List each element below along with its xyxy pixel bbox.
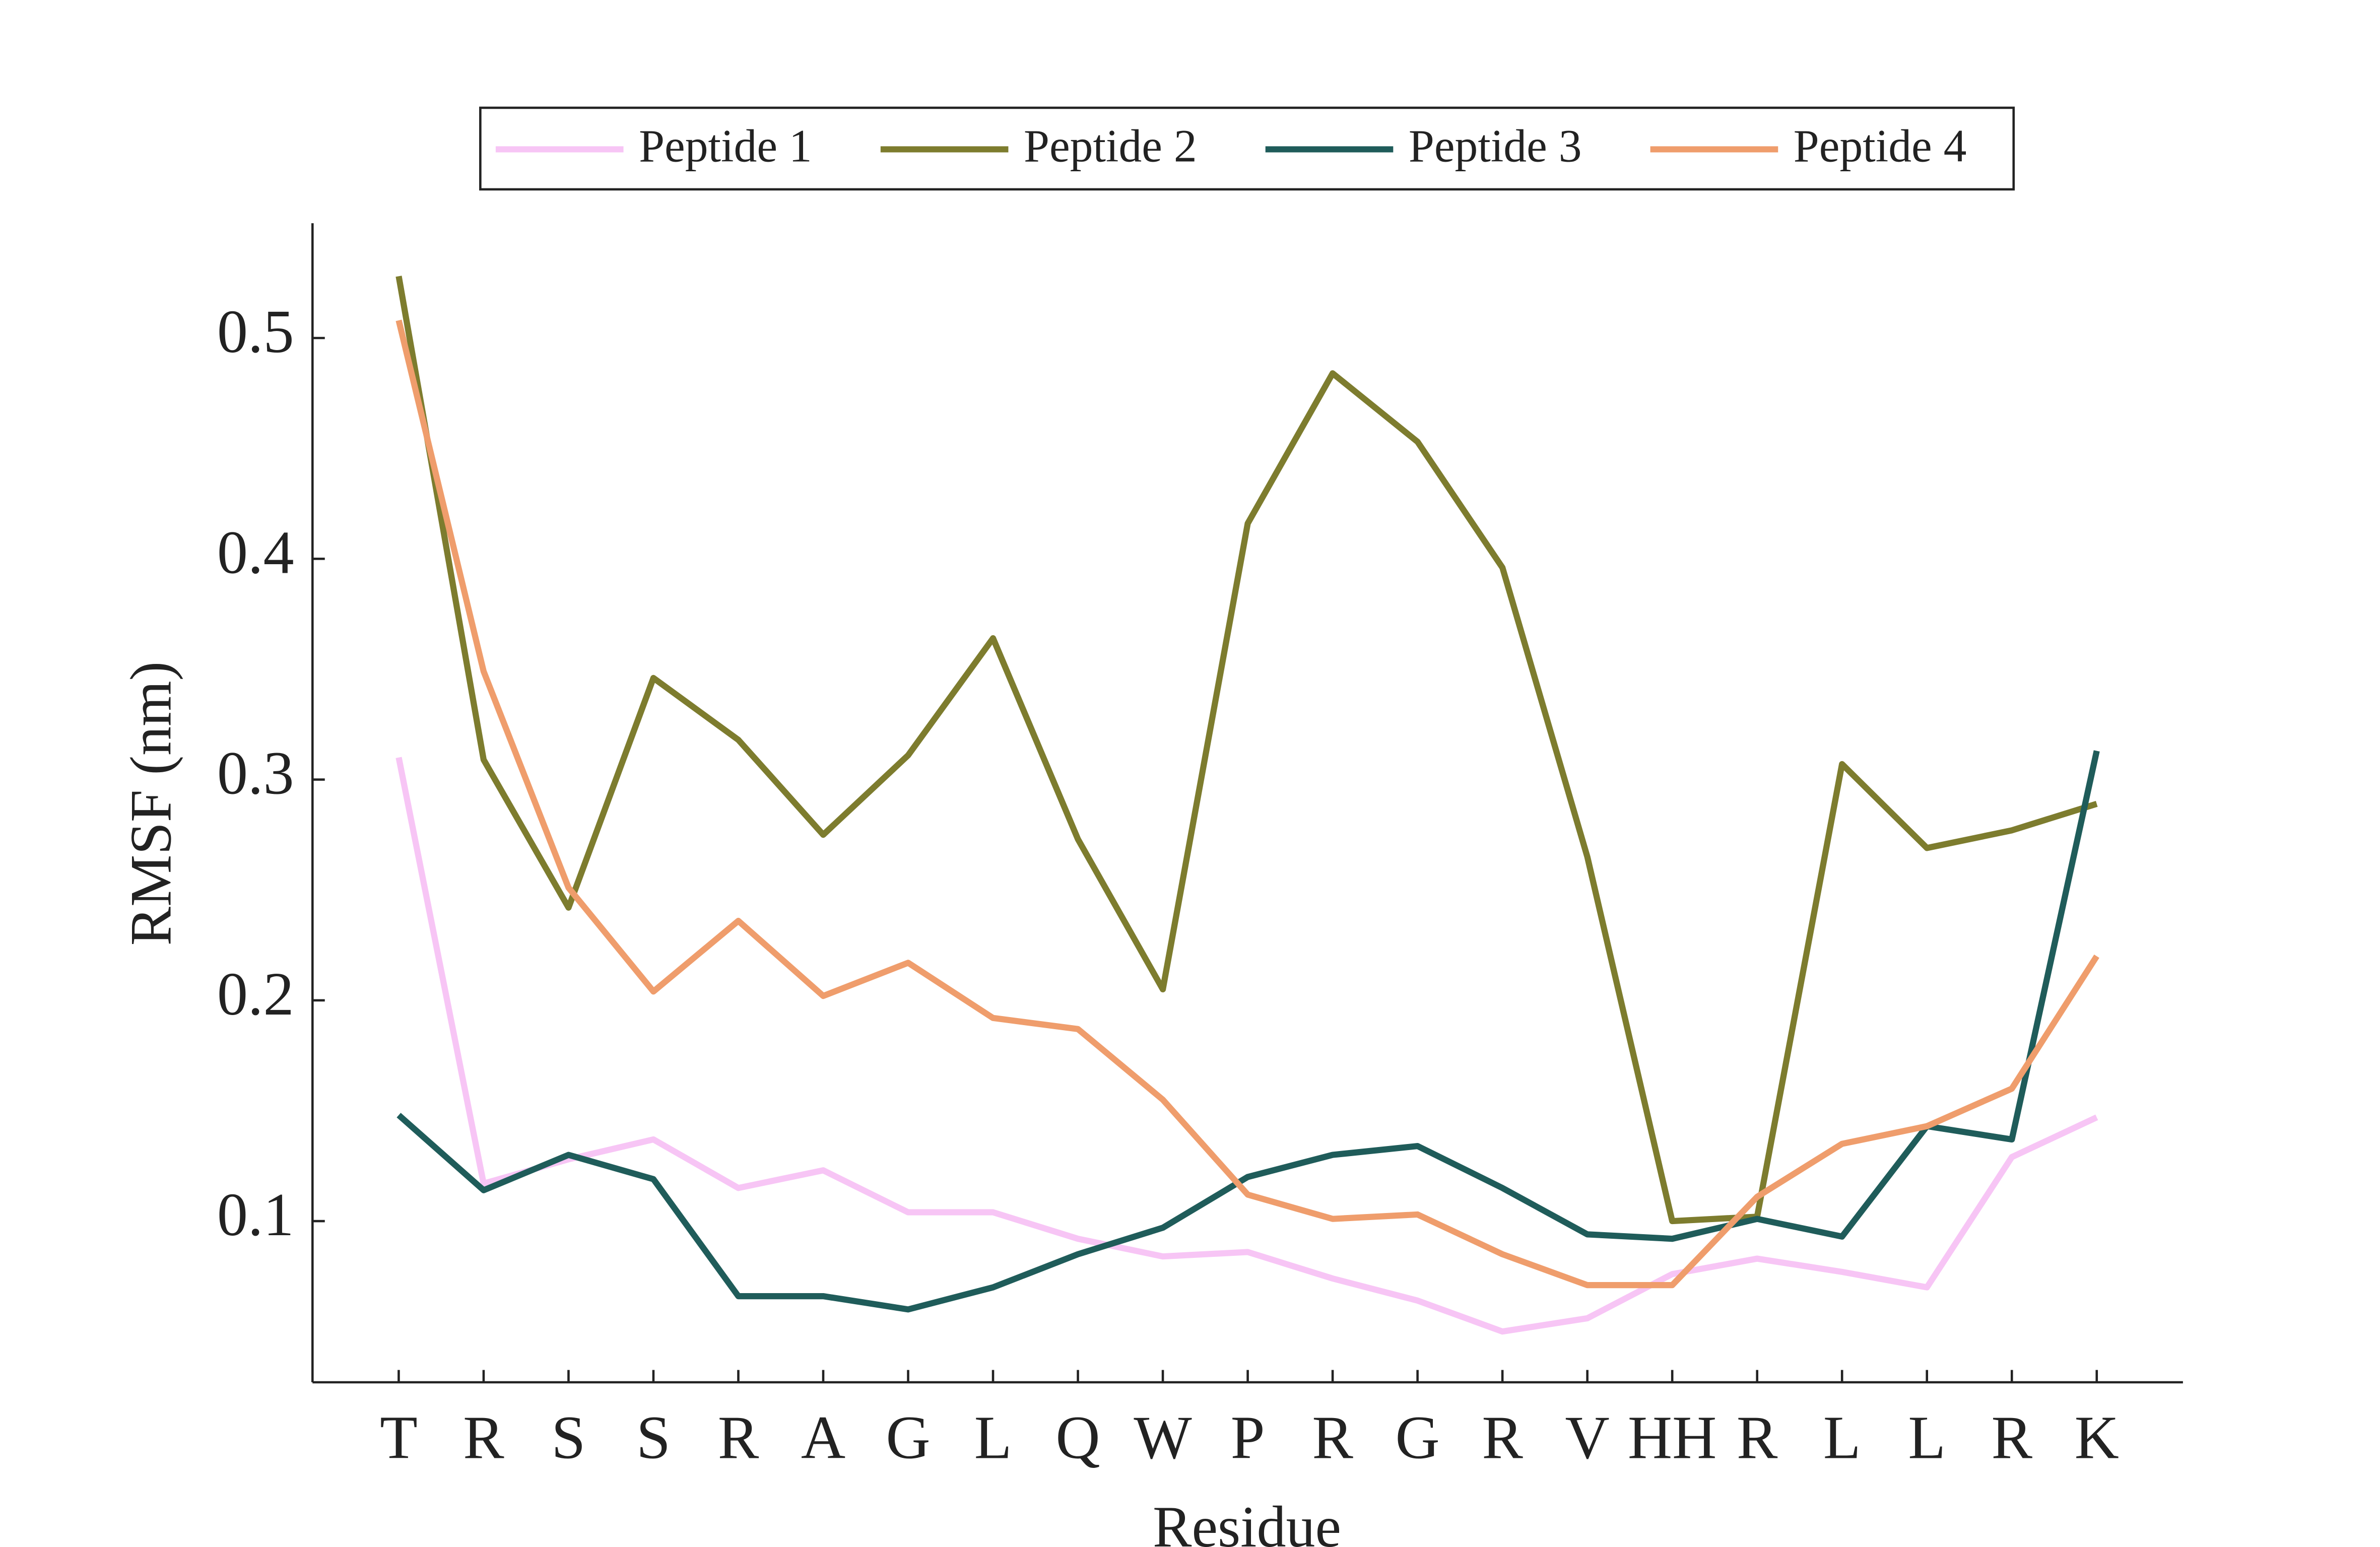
y-tick-label: 0.3 <box>217 739 294 808</box>
x-tick-label: L <box>1823 1403 1861 1471</box>
x-tick-label: T <box>380 1403 418 1471</box>
x-tick-label: L <box>1908 1403 1946 1471</box>
x-tick-label: R <box>1482 1403 1523 1471</box>
y-tick-label: 0.5 <box>217 298 294 366</box>
x-tick-label: Q <box>1055 1403 1100 1471</box>
series-line <box>396 750 2100 1313</box>
y-tick-label: 0.2 <box>217 960 294 1028</box>
x-tick-label: G <box>1395 1403 1439 1471</box>
series-line <box>395 319 2099 1289</box>
x-tick-label: R <box>463 1403 504 1471</box>
x-tick-label: S <box>636 1403 671 1471</box>
legend-label: Peptide 1 <box>639 120 812 172</box>
series-line <box>395 757 2098 1335</box>
x-axis-label: Residue <box>1153 1495 1341 1547</box>
x-tick-label: P <box>1231 1403 1265 1471</box>
x-tick-label: R <box>1737 1403 1778 1471</box>
x-tick-label: K <box>2075 1403 2119 1471</box>
x-tick-label: S <box>551 1403 585 1471</box>
x-tick-label: R <box>718 1403 759 1471</box>
y-tick-label: 0.4 <box>217 518 294 586</box>
x-tick-label: HH <box>1628 1403 1717 1471</box>
legend-label: Peptide 3 <box>1409 120 1582 172</box>
series-line <box>395 276 2098 1225</box>
x-tick-label: G <box>886 1403 930 1471</box>
legend-label: Peptide 4 <box>1794 120 1967 172</box>
x-tick-label: V <box>1565 1403 1610 1471</box>
x-tick-label: W <box>1134 1403 1192 1471</box>
x-tick-label: R <box>1312 1403 1353 1471</box>
x-tick-label: R <box>1991 1403 2032 1471</box>
y-tick-label: 0.1 <box>217 1181 294 1249</box>
legend-label: Peptide 2 <box>1024 120 1197 172</box>
y-axis-label: RMSF (nm) <box>119 661 183 946</box>
x-tick-label: L <box>974 1403 1012 1471</box>
x-tick-label: A <box>801 1403 845 1471</box>
